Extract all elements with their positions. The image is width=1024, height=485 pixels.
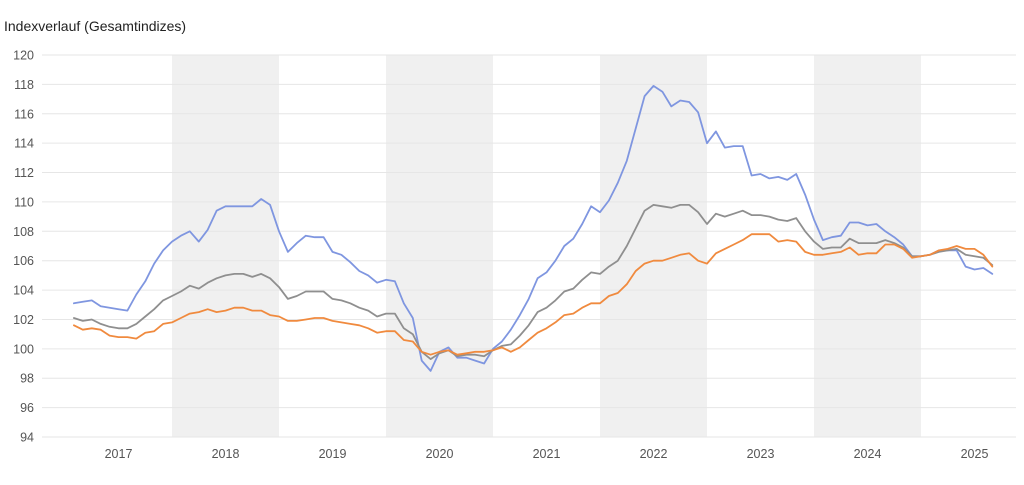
x-tick-label: 2018 (212, 447, 240, 461)
y-tick-label: 116 (14, 107, 34, 121)
shaded-band-2018 (172, 55, 279, 437)
y-tick-label: 120 (13, 49, 34, 63)
x-axis-tick-labels: 2017 2018 2019 2020 2021 2022 2023 2024 2025 (105, 447, 989, 461)
series-line-blue (73, 85, 994, 372)
y-tick-label: 112 (14, 166, 34, 180)
y-tick-label: 98 (20, 372, 34, 386)
shaded-band-2022 (600, 55, 707, 437)
y-tick-label: 100 (13, 342, 34, 356)
chart-title: Indexverlauf (Gesamtindizes) (4, 18, 186, 34)
x-tick-label: 2020 (426, 447, 454, 461)
shaded-band-2020 (386, 55, 493, 437)
y-tick-label: 108 (13, 225, 34, 239)
y-tick-label: 102 (13, 313, 34, 327)
x-tick-label: 2025 (961, 447, 989, 461)
x-tick-label: 2019 (319, 447, 347, 461)
series-line-gray (73, 203, 994, 361)
shaded-year-bands (172, 55, 921, 437)
y-axis-tick-labels: 94 96 98 100 102 104 106 108 110 112 114 116 118 120 (13, 49, 34, 445)
y-tick-label: 118 (14, 78, 34, 92)
horizontal-gridlines (42, 54, 1016, 438)
series-lines (73, 85, 994, 372)
x-tick-label: 2017 (105, 447, 133, 461)
x-tick-label: 2024 (854, 447, 882, 461)
series-line-orange (73, 233, 994, 356)
y-tick-label: 94 (20, 431, 34, 445)
y-tick-label: 106 (13, 254, 34, 268)
x-tick-label: 2022 (640, 447, 668, 461)
shaded-band-2024 (814, 55, 921, 437)
y-tick-label: 96 (20, 401, 34, 415)
y-tick-label: 104 (13, 284, 34, 298)
y-tick-label: 114 (14, 137, 34, 151)
x-tick-label: 2021 (533, 447, 561, 461)
y-tick-label: 110 (14, 195, 34, 209)
x-tick-label: 2023 (747, 447, 775, 461)
